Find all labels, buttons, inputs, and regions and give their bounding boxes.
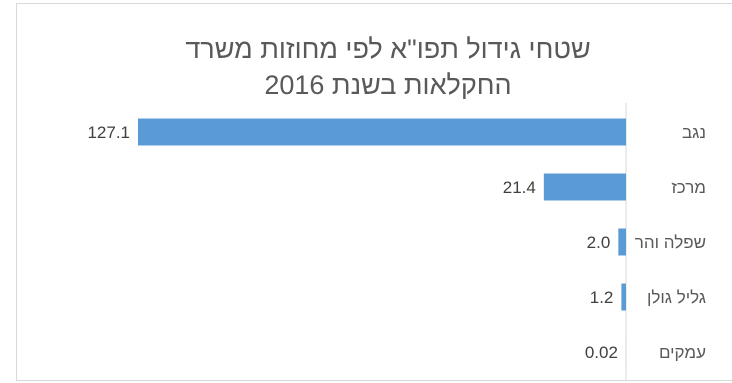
value-label-3: 1.2	[590, 288, 614, 307]
value-label-1: 21.4	[503, 178, 536, 197]
bar-3	[621, 283, 626, 311]
category-label-4: עמקים	[659, 343, 706, 362]
bar-2	[618, 228, 626, 256]
category-label-0: נגב	[682, 123, 706, 142]
value-label-0: 127.1	[87, 123, 130, 142]
value-label-4: 0.02	[585, 343, 618, 362]
bar-1	[543, 173, 626, 201]
value-label-2: 2.0	[587, 233, 611, 252]
chart-title-line-2: החקלאות בשנת 2016	[264, 70, 511, 100]
bar-0	[138, 118, 626, 146]
chart-marks: 127.1 נגב 21.4 מרכז 2.0 שפלה והר 1.2 גליל גולן 0…	[87, 118, 706, 366]
category-label-1: מרכז	[671, 178, 706, 197]
category-label-3: גליל גולן	[647, 288, 706, 307]
category-label-2: שפלה והר	[635, 233, 706, 252]
chart-title-line-1: שטחי גידול תפו"א לפי מחוזות משרד	[185, 34, 590, 64]
